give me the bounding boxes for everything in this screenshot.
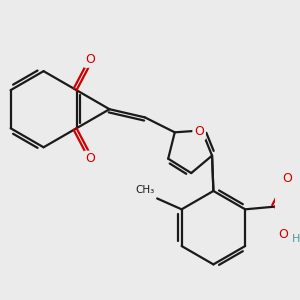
Text: O: O xyxy=(85,53,95,66)
Text: CH₃: CH₃ xyxy=(136,185,155,195)
Text: O: O xyxy=(194,125,204,138)
Text: O: O xyxy=(282,172,292,185)
Text: O: O xyxy=(278,228,288,241)
Text: O: O xyxy=(85,152,95,166)
Text: H: H xyxy=(292,234,300,244)
